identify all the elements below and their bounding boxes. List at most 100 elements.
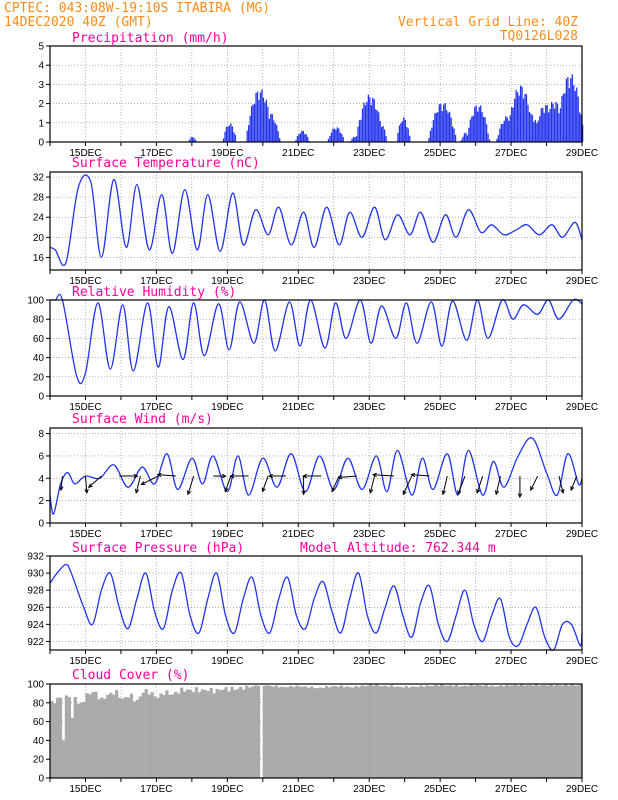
cloud-bar: [129, 693, 134, 778]
cloud-bar: [301, 686, 305, 778]
cloud-bar: [386, 686, 391, 778]
cloud-bar: [478, 685, 482, 778]
precip-bar: [382, 125, 384, 142]
precip-bar: [190, 137, 192, 142]
cloud-bar: [174, 691, 178, 778]
cloud-bar: [496, 686, 500, 778]
precip-bar: [460, 139, 463, 142]
cloud-bar: [428, 686, 432, 778]
precip-bar: [397, 132, 399, 142]
precip-bar: [295, 140, 297, 142]
precip-bar: [296, 136, 299, 142]
cloud-bar: [440, 684, 444, 778]
precip-bar: [329, 135, 331, 142]
precip-bar: [509, 115, 511, 142]
precip-bar: [354, 137, 356, 142]
y-tick-label: 1: [38, 118, 44, 129]
cloud-bar: [543, 685, 547, 778]
precip-bar: [341, 133, 343, 142]
cloud-bar: [381, 685, 385, 778]
wind-arrow-head: [224, 487, 229, 493]
precip-bar: [360, 119, 362, 142]
cloud-bar: [389, 685, 394, 778]
precip-bar: [438, 104, 440, 142]
precip-bar: [246, 130, 248, 142]
precip-bar: [571, 74, 573, 142]
precip-bar: [534, 119, 536, 142]
cloud-bar: [50, 700, 54, 778]
series-line: [49, 563, 583, 651]
cloud-bar: [106, 694, 110, 778]
wind-arrow: [331, 475, 340, 492]
precip-bar: [558, 113, 560, 142]
cloud-bar: [398, 686, 403, 778]
cloud-bar: [540, 685, 544, 778]
y-tick-label: 6: [38, 451, 44, 462]
precip-bar: [253, 104, 256, 142]
cloud-bar: [395, 686, 400, 778]
header-location: CPTEC: 043:08W-19:10S ITABIRA (MG): [4, 1, 270, 16]
cloud-bar: [168, 694, 172, 778]
cloud-bar: [268, 685, 272, 778]
precip-bar: [252, 104, 254, 142]
cloud-bar: [64, 695, 69, 778]
precip-bar: [471, 116, 473, 142]
y-tick-label: 4: [38, 474, 44, 485]
wind-arrow-head: [441, 490, 446, 496]
wind-arrow-head: [402, 490, 407, 496]
cloud-bar: [188, 689, 193, 778]
wind-arrow: [570, 475, 578, 491]
cloud-bar: [150, 692, 154, 778]
cloud-bar: [147, 694, 151, 778]
wind-arrow: [530, 475, 539, 491]
panel-1: 16 20 24 28 32 15DEC 17DEC 19DEC 21DEC 23DEC 25DEC…: [33, 171, 598, 287]
cloud-bar: [549, 684, 553, 778]
precip-bar: [264, 102, 266, 142]
y-tick-label: 928: [27, 586, 44, 597]
precip-bar: [332, 128, 334, 142]
y-tick-label: 930: [27, 569, 44, 580]
precip-bar: [234, 134, 236, 142]
y-tick-label: 32: [33, 173, 45, 184]
precip-bar: [299, 133, 302, 142]
precip-bar: [574, 90, 576, 142]
cloud-bar: [230, 686, 234, 778]
cloud-bar: [416, 686, 420, 778]
cloud-bar: [369, 684, 373, 778]
x-tick-label: 21DEC: [282, 402, 314, 413]
cloud-bar: [253, 685, 258, 778]
precip-bar: [298, 134, 300, 142]
precip-bar: [400, 123, 402, 142]
cloud-bar: [475, 684, 479, 778]
precip-bar: [546, 104, 548, 142]
precip-bar: [573, 85, 575, 142]
precip-bar: [444, 103, 446, 142]
wind-arrow-head: [570, 486, 575, 492]
precip-bar: [499, 128, 501, 142]
precip-bar: [553, 108, 556, 142]
wind-arrow: [84, 476, 88, 493]
precip-bar: [372, 97, 374, 142]
precip-bar: [543, 112, 545, 142]
y-tick-label: 0: [38, 392, 44, 403]
x-tick-label: 23DEC: [353, 529, 385, 540]
cloud-bar: [404, 686, 408, 778]
precip-bar: [481, 112, 483, 142]
precip-bar: [256, 91, 259, 142]
precip-bar: [480, 105, 482, 142]
precip-bar: [497, 135, 500, 142]
precip-bar: [404, 119, 406, 142]
precip-bar: [231, 126, 234, 142]
cloud-bar: [443, 685, 447, 778]
precip-bar: [407, 128, 409, 142]
precip-bar: [268, 118, 270, 142]
cloud-bar: [342, 687, 346, 778]
x-tick-label: 23DEC: [353, 402, 385, 413]
x-tick-label: 21DEC: [282, 148, 314, 159]
cloud-bar: [383, 685, 388, 778]
cloud-bar: [316, 688, 320, 778]
precip-bar: [302, 131, 304, 142]
cloud-bar: [115, 690, 119, 778]
cloud-bar: [378, 686, 382, 778]
cloud-bar: [76, 703, 80, 778]
